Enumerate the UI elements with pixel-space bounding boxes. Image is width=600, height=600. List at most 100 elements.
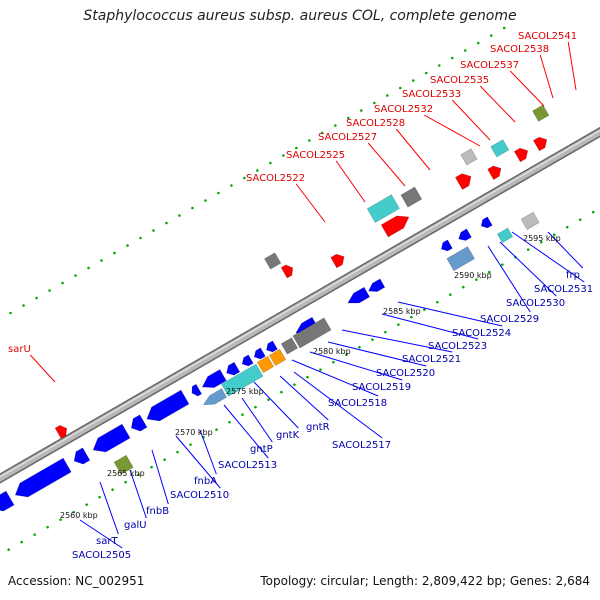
tick-dot — [230, 184, 233, 187]
tick-dot — [500, 263, 504, 266]
forward_genes-label: SACOL2532 — [374, 104, 433, 115]
reverse_genes-label: sarT — [96, 536, 118, 547]
tick-dot — [384, 330, 387, 334]
tick-dot — [397, 323, 400, 326]
tick-dot — [526, 248, 530, 251]
tick-dot — [243, 176, 246, 180]
cds-block-steelblue — [446, 246, 476, 272]
tick-dot — [578, 218, 582, 221]
tick-label: 2560 kbp — [60, 511, 98, 520]
tick-dot — [373, 101, 376, 105]
tick-dot — [33, 533, 36, 536]
forward_genes-label: SACOL2538 — [490, 44, 549, 55]
tick-dot — [46, 525, 49, 529]
tick-dot — [215, 428, 218, 431]
tick-dot — [280, 390, 283, 394]
reverse-gene-arrow — [368, 278, 386, 292]
tick-dot — [424, 71, 428, 75]
leader-line — [291, 359, 379, 397]
tick-dot — [269, 161, 272, 165]
leader-line — [335, 160, 366, 203]
cds-block-lightgray — [460, 148, 478, 166]
reverse_genes-label: frp — [566, 270, 580, 281]
forward_genes-label: SACOL2533 — [402, 89, 461, 100]
tick-dot — [475, 278, 478, 281]
tick-dot — [217, 191, 220, 195]
tick-dot — [9, 311, 12, 315]
tick-dot — [163, 458, 166, 461]
reverse-gene-arrow — [226, 361, 241, 376]
leader-line — [381, 313, 479, 340]
leader-line — [223, 404, 269, 459]
tick-dot — [20, 540, 23, 544]
reverse-gene-arrow — [130, 414, 148, 432]
tick-dot — [360, 109, 363, 112]
leader-line — [567, 41, 577, 91]
leader-line — [547, 231, 584, 269]
leader-line — [487, 245, 531, 313]
tick-dot — [98, 495, 101, 499]
tick-dot — [72, 510, 75, 514]
leader-line — [29, 354, 56, 383]
forward_genes-label: SACOL2541 — [518, 31, 577, 42]
forward_genes-label: SACOL2537 — [460, 60, 519, 71]
tick-dot — [152, 229, 155, 232]
tick-label: 2565 kbp — [107, 469, 145, 478]
tick-dot — [308, 139, 311, 142]
reverse_genes-label: SACOL2517 — [332, 440, 391, 451]
reverse-gene-arrow — [440, 239, 453, 252]
cds-block-steelblue — [202, 388, 228, 406]
tick-dot — [85, 503, 88, 506]
tick-dot — [74, 274, 77, 277]
tick-dot — [137, 473, 140, 476]
tick-label: 2580 kbp — [313, 347, 351, 356]
tick-dot — [191, 206, 194, 210]
leader-line — [199, 429, 217, 475]
backbone-highlight — [0, 129, 600, 478]
forward_genes-label: SACOL2525 — [286, 150, 345, 161]
tick-dot — [371, 338, 374, 341]
tick-dot — [411, 79, 415, 82]
tick-dot — [48, 289, 51, 292]
reverse-gene-arrow — [201, 369, 227, 388]
leader-line — [395, 128, 431, 171]
reverse-gene-arrow — [146, 389, 190, 422]
tick-dot — [165, 221, 168, 225]
leader-line — [151, 449, 169, 505]
cds-block-orange — [268, 348, 287, 367]
tick-dot — [139, 236, 142, 240]
tick-dot — [463, 49, 467, 52]
reverse_genes-label: gntP — [250, 444, 273, 455]
tick-dot — [306, 375, 309, 379]
reverse-gene-arrow — [191, 383, 203, 397]
reverse_genes-label: fnbB — [146, 506, 169, 517]
leader-line — [253, 381, 299, 429]
cds-block-gray — [264, 252, 282, 270]
leader-line — [451, 99, 491, 141]
tick-dot — [437, 64, 441, 67]
tick-dot — [488, 270, 491, 274]
reverse_genes-label: SACOL2510 — [170, 490, 229, 501]
tick-label: 2590 kbp — [454, 271, 492, 280]
leader-line — [341, 329, 453, 353]
tick-dot — [334, 124, 337, 127]
tick-dot — [282, 154, 285, 157]
leader-line — [397, 301, 503, 327]
cds-block-olive — [113, 454, 134, 475]
reverse_genes-label: gntK — [276, 430, 300, 441]
reverse-gene-arrow — [92, 423, 131, 453]
forward-gene-arrow — [280, 264, 294, 279]
cds-block-gray — [292, 317, 332, 349]
reverse_genes-label: SACOL2518 — [328, 398, 387, 409]
tick-dot — [59, 518, 62, 521]
gene-labels: sarU SACOL2522 SACOL2525 SACOL2527 SACOL2528… — [8, 31, 593, 561]
leader-line — [175, 435, 221, 489]
tick-dot — [476, 41, 480, 45]
tick-dot — [35, 296, 38, 300]
tick-dot — [450, 56, 454, 60]
reverse-gene-arrow — [14, 457, 72, 498]
cds-block-orange — [256, 355, 275, 374]
reverse-gene-arrow — [0, 490, 15, 512]
